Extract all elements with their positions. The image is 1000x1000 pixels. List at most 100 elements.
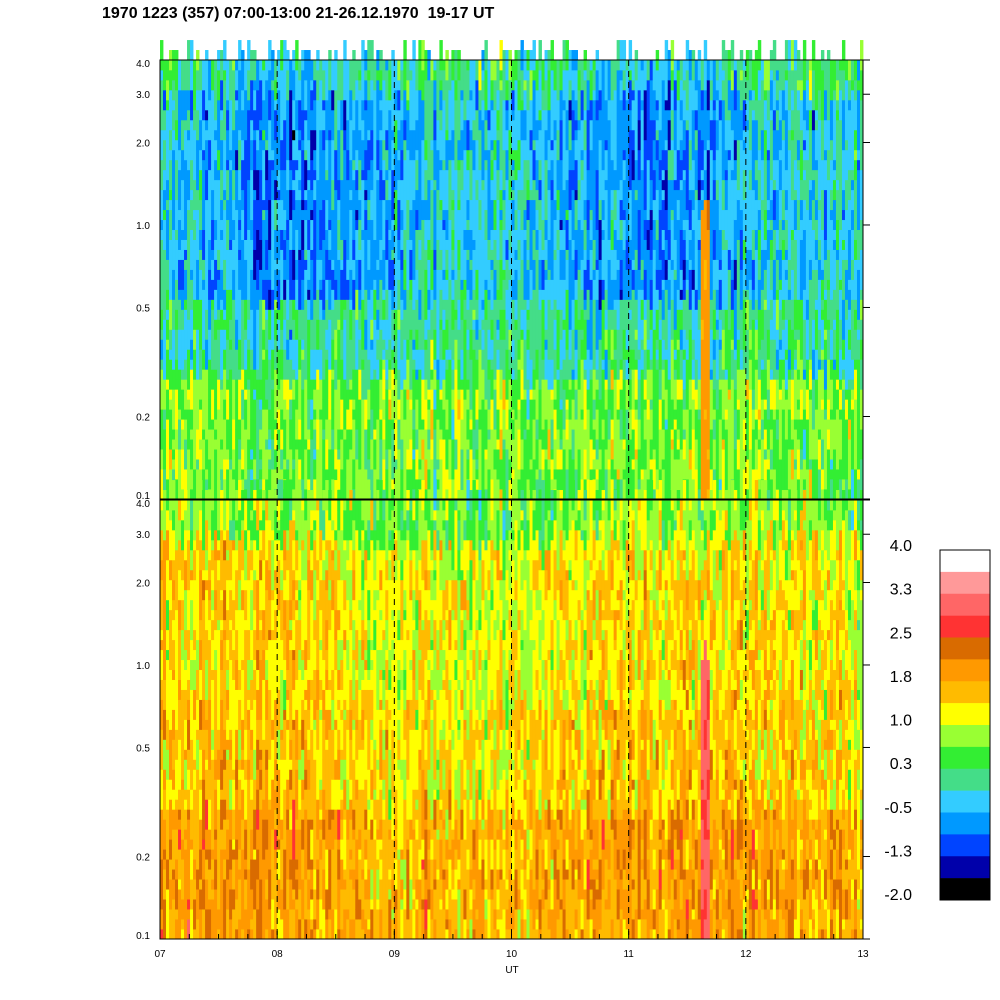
spectrogram-cell xyxy=(301,279,305,310)
spectrogram-cell xyxy=(205,409,209,440)
spectrogram-cell xyxy=(331,379,335,390)
spectrogram-cell xyxy=(658,199,663,211)
spectrogram-cell xyxy=(247,40,251,71)
spectrogram-cell xyxy=(622,259,627,280)
spectrogram-cell xyxy=(442,429,446,440)
spectrogram-cell xyxy=(214,289,218,320)
spectrogram-cell xyxy=(214,139,218,161)
spectrogram-cell xyxy=(400,119,404,151)
spectrogram-cell xyxy=(337,429,341,450)
spectrogram-cell xyxy=(400,299,404,320)
spectrogram-cell xyxy=(574,349,578,380)
spectrogram-cell xyxy=(571,169,575,191)
spectrogram-cell xyxy=(313,199,317,211)
spectrogram-cell xyxy=(256,60,260,91)
spectrogram-cell xyxy=(715,99,720,121)
upper-time-column xyxy=(307,50,311,500)
spectrogram-cell xyxy=(748,219,753,231)
spectrogram-cell xyxy=(508,199,512,231)
spectrogram-cell xyxy=(526,229,530,250)
spectrogram-cell xyxy=(406,289,410,310)
spectrogram-cell xyxy=(757,149,762,171)
spectrogram-cell xyxy=(181,409,185,420)
spectrogram-cell xyxy=(547,359,551,390)
spectrogram-cell xyxy=(211,60,215,91)
spectrogram-cell xyxy=(247,179,251,191)
spectrogram-cell xyxy=(187,139,191,171)
spectrogram-cell xyxy=(610,369,615,390)
spectrogram-cell xyxy=(607,189,612,211)
spectrogram-cell xyxy=(394,359,398,380)
spectrogram-cell xyxy=(691,409,696,430)
spectrogram-cell xyxy=(331,429,335,450)
spectrogram-cell xyxy=(421,249,425,270)
spectrogram-cell xyxy=(214,439,218,450)
spectrogram-cell xyxy=(649,259,654,280)
spectrogram-cell xyxy=(514,229,518,250)
upper-time-column xyxy=(352,50,356,500)
spectrogram-cell xyxy=(325,109,329,141)
spectrogram-cell xyxy=(271,199,275,231)
spectrogram-cell xyxy=(322,69,326,101)
spectrogram-cell xyxy=(397,109,401,131)
spectrogram-cell xyxy=(484,439,488,450)
spectrogram-cell xyxy=(619,389,624,410)
spectrogram-cell xyxy=(331,339,335,370)
spectrogram-cell xyxy=(445,359,449,370)
spectrogram-cell xyxy=(421,399,425,410)
spectrogram-cell xyxy=(403,469,407,480)
spectrogram-cell xyxy=(553,169,557,201)
spectrogram-cell xyxy=(583,199,587,221)
spectrogram-cell xyxy=(271,349,275,380)
spectrogram-cell xyxy=(580,199,584,231)
upper-time-column xyxy=(559,60,563,500)
spectrogram-cell xyxy=(748,469,753,500)
spectrogram-cell xyxy=(355,419,359,430)
spectrogram-cell xyxy=(358,89,362,101)
spectrogram-cell xyxy=(508,409,512,430)
spectrogram-cell xyxy=(790,199,795,231)
upper-time-column xyxy=(355,60,359,500)
spectrogram-cell xyxy=(577,449,581,480)
spectrogram-cell xyxy=(682,60,687,81)
spectrogram-cell xyxy=(706,489,711,500)
spectrogram-cell xyxy=(277,309,281,320)
spectrogram-cell xyxy=(361,319,365,350)
upper-time-column xyxy=(679,60,684,500)
spectrogram-cell xyxy=(265,409,269,440)
spectrogram-cell xyxy=(193,129,197,151)
spectrogram-cell xyxy=(778,219,783,250)
spectrogram-cell xyxy=(433,369,437,390)
upper-time-column xyxy=(412,40,416,500)
spectrogram-cell xyxy=(688,189,693,201)
spectrogram-cell xyxy=(463,399,467,430)
spectrogram-cell xyxy=(202,60,206,91)
spectrogram-cell xyxy=(700,239,705,260)
upper-time-column xyxy=(565,40,569,500)
spectrogram-cell xyxy=(679,299,684,310)
spectrogram-cell xyxy=(484,99,488,111)
spectrogram-cell xyxy=(271,259,275,290)
upper-time-column xyxy=(451,50,455,500)
spectrogram-cell xyxy=(373,319,377,340)
spectrogram-cell xyxy=(469,329,473,360)
spectrogram-cell xyxy=(214,399,218,420)
spectrogram-cell xyxy=(232,149,236,171)
spectrogram-cell xyxy=(307,269,311,280)
spectrogram-cell xyxy=(622,359,627,380)
spectrogram-cell xyxy=(694,159,699,191)
spectrogram-cell xyxy=(352,219,356,240)
spectrogram-cell xyxy=(391,309,395,320)
spectrogram-cell xyxy=(304,479,308,490)
spectrogram-cell xyxy=(490,79,494,101)
spectrogram-cell xyxy=(355,149,359,161)
spectrogram-cell xyxy=(448,259,452,280)
spectrogram-cell xyxy=(271,229,275,260)
spectrogram-cell xyxy=(751,189,756,221)
spectrogram-cell xyxy=(232,60,236,71)
spectrogram-cell xyxy=(346,279,350,300)
spectrogram-cell xyxy=(673,139,678,151)
spectrogram-cell xyxy=(439,289,443,320)
spectrogram-cell xyxy=(766,419,771,450)
spectrogram-cell xyxy=(700,259,705,290)
